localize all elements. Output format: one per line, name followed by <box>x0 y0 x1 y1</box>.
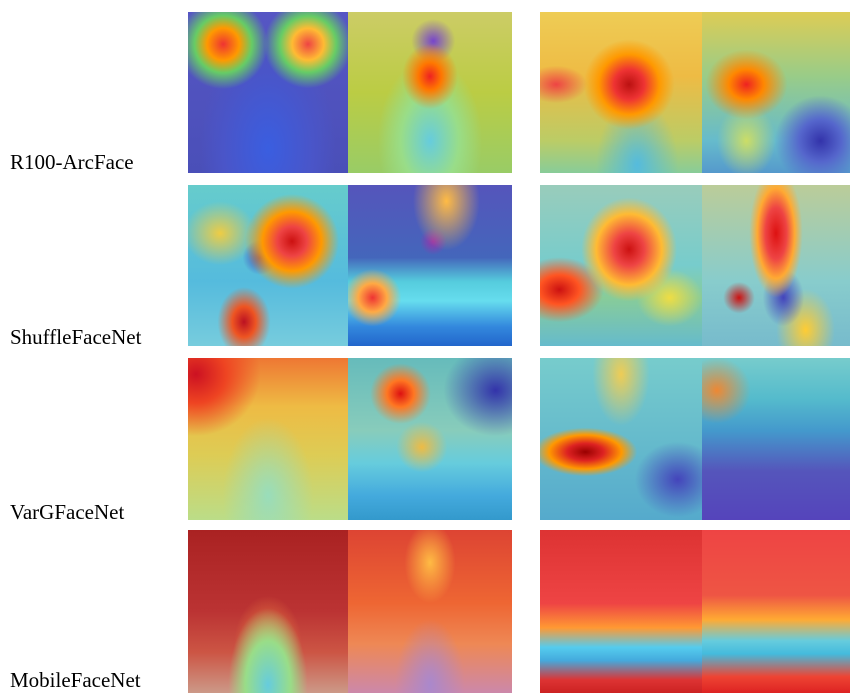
row-label: VarGFaceNet <box>10 500 124 524</box>
heatmap <box>188 12 348 173</box>
heatmap <box>348 530 512 693</box>
heatmap <box>540 530 702 693</box>
heatmap <box>188 530 348 693</box>
heatmap <box>348 185 512 346</box>
heatmap <box>702 12 850 173</box>
heatmap <box>540 12 702 173</box>
row-label: R100-ArcFace <box>10 150 134 174</box>
figure: R100-ArcFace ShuffleFaceNet VarGFaceNet … <box>0 0 851 693</box>
heatmap <box>540 185 702 346</box>
heatmap <box>188 358 348 520</box>
heatmap <box>348 12 512 173</box>
heatmap <box>348 358 512 520</box>
heatmap <box>702 530 850 693</box>
heatmap <box>540 358 702 520</box>
row-label: MobileFaceNet <box>10 668 141 692</box>
row-label: ShuffleFaceNet <box>10 325 141 349</box>
heatmap <box>188 185 348 346</box>
heatmap <box>702 185 850 346</box>
heatmap <box>702 358 850 520</box>
